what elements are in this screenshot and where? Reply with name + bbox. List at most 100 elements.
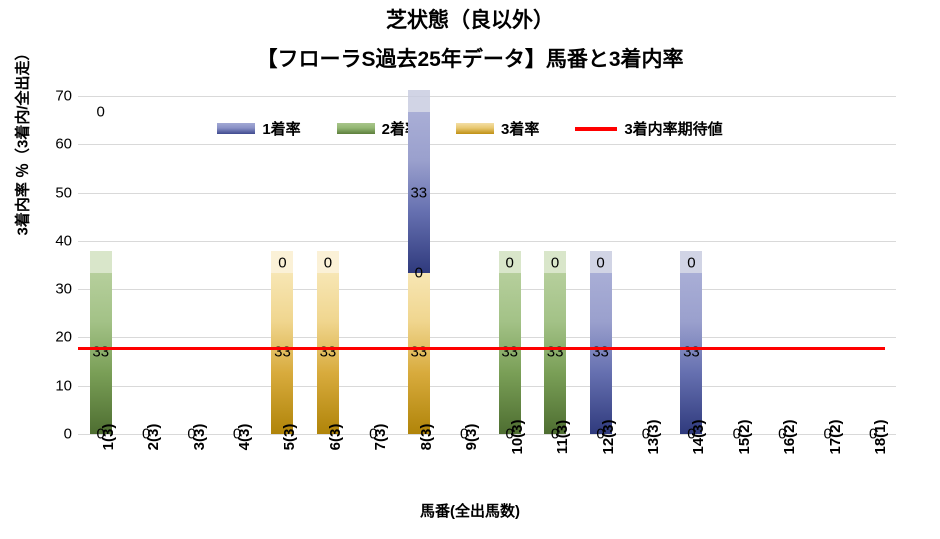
legend-item-4[interactable]: 3着内率期待値 — [575, 118, 723, 139]
legend-item-3[interactable]: 3着率 — [456, 118, 539, 139]
bar-data-label: 0 — [414, 264, 423, 282]
y-tick-label-70: 70 — [55, 87, 72, 105]
x-axis-tick: 9(3) — [442, 424, 487, 495]
x-axis-tick: 18(1) — [850, 419, 895, 495]
bar-column[interactable]: 0 — [442, 96, 487, 442]
bar-stack — [135, 96, 157, 434]
x-tick-label: 16(2) — [781, 419, 799, 455]
bar-segment-top-cap — [407, 90, 430, 113]
bar-data-label: 0 — [96, 425, 105, 443]
chart-title-line-2: 【フローラS過去25年データ】馬番と3着内率 — [256, 48, 684, 71]
bar-segment-top-cap — [89, 251, 112, 274]
x-axis-tick: 11(3) — [532, 420, 577, 495]
bar-segment-3着率[interactable] — [271, 273, 294, 434]
bar-segment-3着率[interactable] — [316, 273, 339, 434]
bar-column[interactable]: 33 0 33 — [396, 90, 441, 434]
x-tick-label: 11(3) — [554, 419, 572, 455]
bar-data-label: 0 — [596, 425, 605, 443]
x-axis-tick: 12(3) — [578, 419, 623, 495]
bar-column[interactable]: 0 — [214, 96, 259, 442]
bar-column[interactable]: 0 33 0 — [532, 96, 577, 442]
bar-segment-2着率[interactable] — [89, 273, 112, 434]
legend-line-swatch-4 — [575, 126, 618, 131]
bar-stack — [680, 96, 703, 434]
bar-stack — [635, 96, 657, 434]
bar-column[interactable]: 0 — [351, 96, 396, 442]
y-tick-label-30: 30 — [55, 280, 72, 298]
x-tick-label: 12(3) — [599, 419, 617, 455]
bar-data-label: 0 — [550, 254, 560, 272]
bar-segment-1着率[interactable] — [589, 273, 612, 434]
bar-column[interactable]: 0 — [850, 96, 895, 442]
gridline-20 — [78, 337, 896, 339]
bar-data-label: 0 — [505, 425, 514, 443]
y-axis-title: 3着内率 ％（3着内/全出走） — [14, 45, 32, 236]
bar-segment-1着率[interactable] — [407, 112, 430, 274]
bar-data-label: 0 — [323, 254, 333, 272]
chart-title-block: 芝状態（良以外） 【フローラS過去25年データ】馬番と3着内率 — [0, 6, 940, 76]
y-tick-label-60: 60 — [55, 135, 72, 153]
bar-segment-1着率[interactable] — [680, 273, 703, 434]
y-tick-label-0: 0 — [63, 425, 72, 443]
bar-segment-3着率[interactable] — [407, 273, 430, 434]
x-axis-tick: 17(2) — [805, 419, 850, 495]
bar-column[interactable]: 0 — [169, 96, 214, 442]
bar-segment-2着率[interactable] — [498, 273, 521, 434]
x-axis-tick: 7(3) — [351, 424, 396, 495]
bar-column[interactable]: 0 33 0 — [578, 96, 623, 442]
x-axis-tick-labels: 1(3) 2(3) 3(3) 4(3) 5(3) 6(3) 7(3) 8(3) 9(3) 10(3… — [78, 419, 896, 495]
bar-columns: 0 33 0 0 0 0 0 33 0 33 0 33 0 33 0 0 33 0 0 33 0 0 33 0 0 0 33 0 0 0 0… — [78, 90, 896, 442]
bar-stack — [498, 96, 521, 434]
bar-stack — [817, 96, 839, 434]
x-axis-tick: 4(3) — [214, 424, 259, 495]
x-tick-label: 18(1) — [872, 419, 890, 455]
bar-column[interactable]: 0 — [760, 96, 805, 442]
bar-segment-top-cap — [271, 251, 294, 274]
legend-item-1[interactable]: 1着率 — [217, 118, 301, 139]
x-tick-label: 2(3) — [145, 423, 163, 451]
y-tick-label-50: 50 — [55, 184, 72, 202]
x-axis-title: 馬番(全出馬数) — [420, 503, 520, 520]
bar-stack — [407, 90, 430, 434]
bar-column[interactable]: 0 33 0 — [78, 96, 123, 442]
bar-column[interactable]: 0 — [714, 96, 759, 442]
bar-column[interactable]: 0 33 0 — [669, 96, 714, 442]
bar-stack — [316, 96, 339, 434]
bar-stack — [89, 96, 112, 434]
bar-stack — [453, 96, 475, 434]
bar-data-label: 0 — [687, 425, 696, 443]
x-tick-label: 4(3) — [236, 423, 254, 451]
bar-stack — [862, 96, 884, 434]
expected-value-line — [78, 347, 885, 351]
bar-column[interactable]: 0 — [123, 96, 168, 442]
bar-stack — [726, 96, 748, 434]
bar-data-label: 0 — [732, 425, 742, 443]
bar-data-label: 0 — [687, 254, 696, 272]
bar-stack — [589, 96, 612, 434]
bar-data-label: 0 — [641, 425, 651, 443]
bar-column[interactable]: 0 — [623, 96, 668, 442]
x-tick-label: 3(3) — [190, 423, 208, 451]
x-tick-label: 14(3) — [690, 419, 708, 455]
bar-data-label: 0 — [596, 254, 605, 272]
bar-segment-top-cap — [680, 251, 703, 274]
x-tick-label: 10(3) — [508, 419, 526, 455]
bar-column[interactable]: 0 — [805, 96, 850, 442]
bar-stack — [362, 96, 384, 434]
bar-column[interactable]: 0 33 — [260, 96, 305, 434]
bar-data-label: 0 — [505, 254, 514, 272]
bar-column[interactable]: 0 33 0 — [487, 96, 532, 442]
bar-data-label: 33 — [410, 184, 428, 202]
x-axis-tick: 2(3) — [123, 424, 168, 495]
x-tick-label: 6(3) — [326, 423, 344, 451]
bar-stack — [771, 96, 793, 434]
x-axis-tick: 8(3) — [396, 424, 441, 495]
bar-stack — [226, 96, 248, 434]
bar-data-label: 0 — [778, 425, 787, 443]
bar-segment-2着率[interactable] — [544, 273, 567, 434]
gridline-60 — [78, 144, 896, 146]
bar-column[interactable]: 0 33 — [305, 96, 350, 434]
bar-data-label: 0 — [460, 425, 469, 443]
gridline-0 — [78, 434, 896, 435]
bar-segment-top-cap — [498, 251, 521, 274]
